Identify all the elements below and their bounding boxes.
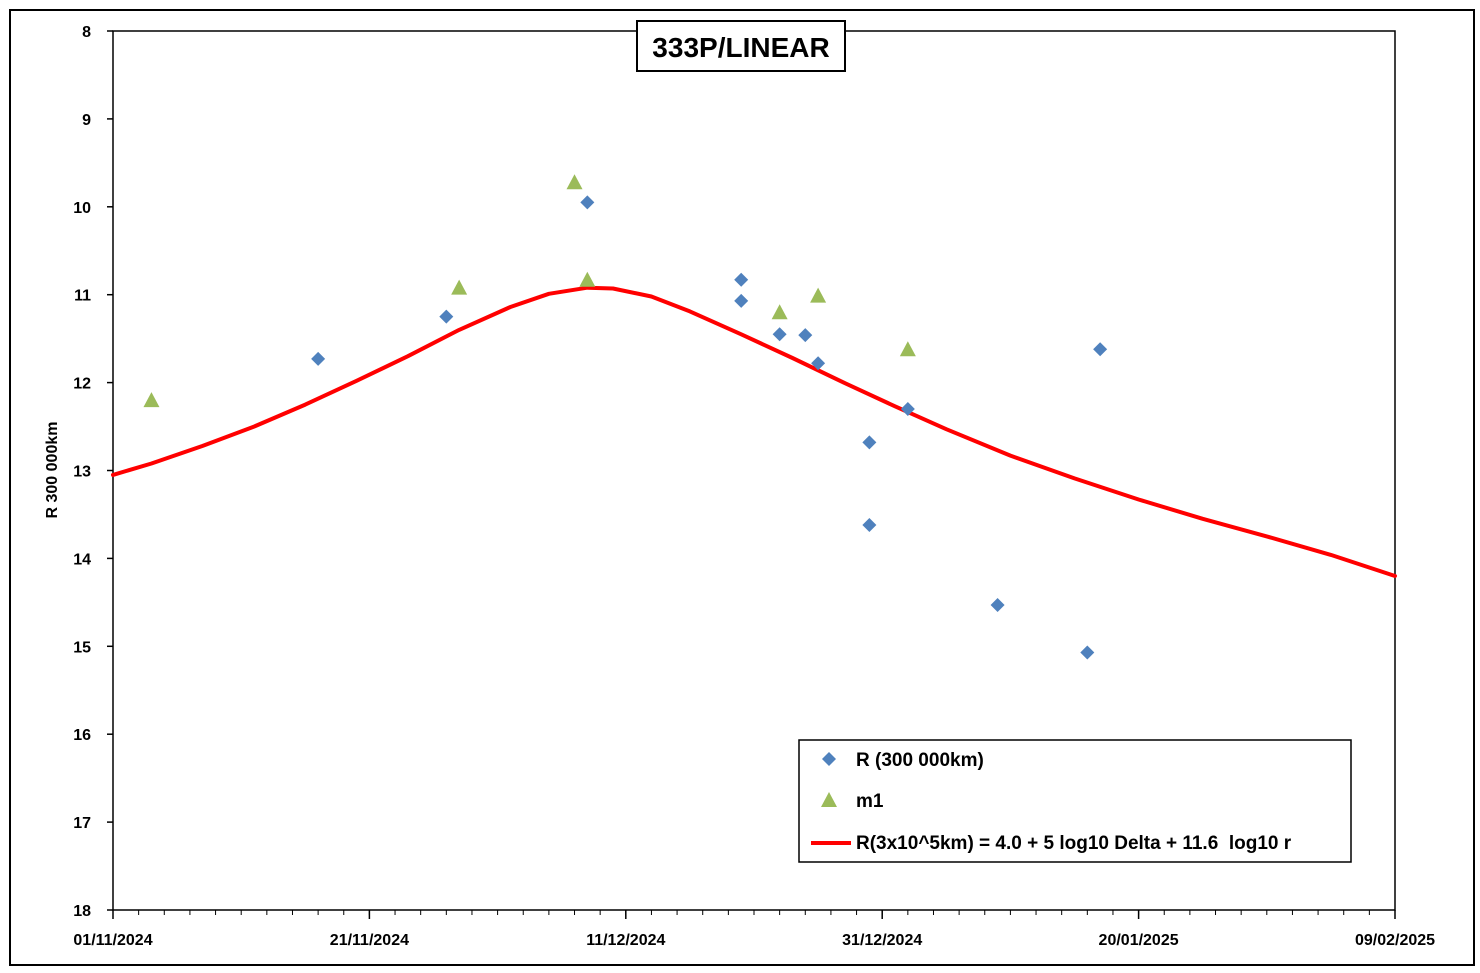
y-tick-label: 12 [73,376,91,393]
y-tick-label: 14 [73,551,91,568]
x-tick-label: 09/02/2025 [1355,932,1435,949]
legend-model-label: R(3x10^5km) = 4.0 + 5 log10 Delta + 11.6… [856,833,1292,854]
m1-point [810,287,827,303]
y-tick-label: 8 [82,24,91,41]
legend-m1-marker [821,792,837,807]
r-point [990,597,1005,612]
m1-point [771,304,788,320]
m1-point [143,392,160,408]
r-point [862,517,877,532]
r-point [311,351,326,366]
r-point [1080,645,1095,660]
r-point [811,356,826,371]
y-tick-label: 16 [73,727,91,744]
y-axis-title: R 300 000km [44,422,61,519]
legend-r-marker [822,752,836,766]
r-point [798,328,813,343]
r-point [734,293,749,308]
points-layer [143,174,1108,660]
chart-title-box: 333P/LINEAR [636,20,846,72]
x-tick-label: 11/12/2024 [586,932,665,949]
chart-title: 333P/LINEAR [652,32,829,63]
y-tick-label: 18 [73,903,91,920]
r-point [1093,342,1108,357]
model-curve [111,285,1397,578]
r-point [900,401,915,416]
x-axis: 01/11/2024 21/11/2024 11/12/2024 31/12/2024… [73,910,1435,949]
x-tick-label: 20/01/2025 [1099,932,1179,949]
y-tick-label: 9 [82,112,91,129]
x-tick-label: 21/11/2024 [330,932,409,949]
y-tick-label: 10 [73,200,91,217]
r-point [580,195,595,210]
legend-frame [798,739,1352,863]
m1-point [579,271,596,287]
r-point [772,327,787,342]
chart-title-frame [636,20,846,72]
m1-point [451,279,468,295]
r-point [862,435,877,450]
legend-m1-label: m1 [856,791,884,812]
x-tick-label: 01/11/2024 [73,932,152,949]
x-tick-label: 31/12/2024 [842,932,922,949]
m1-point [899,341,916,357]
y-tick-label: 11 [74,288,91,305]
m1-point [566,174,583,190]
legend: R (300 000km) m1 R(3x10^5km) = 4.0 + 5 l… [798,739,1352,863]
y-tick-label: 17 [73,815,91,832]
y-tick-label: 13 [73,464,91,481]
legend-r-label: R (300 000km) [856,750,984,771]
y-axis: 8 9 10 11 12 13 14 15 16 17 18 [73,24,113,920]
r-point [734,272,749,287]
r-point [439,309,454,324]
model-layer [111,285,1397,578]
y-tick-label: 15 [73,639,91,656]
